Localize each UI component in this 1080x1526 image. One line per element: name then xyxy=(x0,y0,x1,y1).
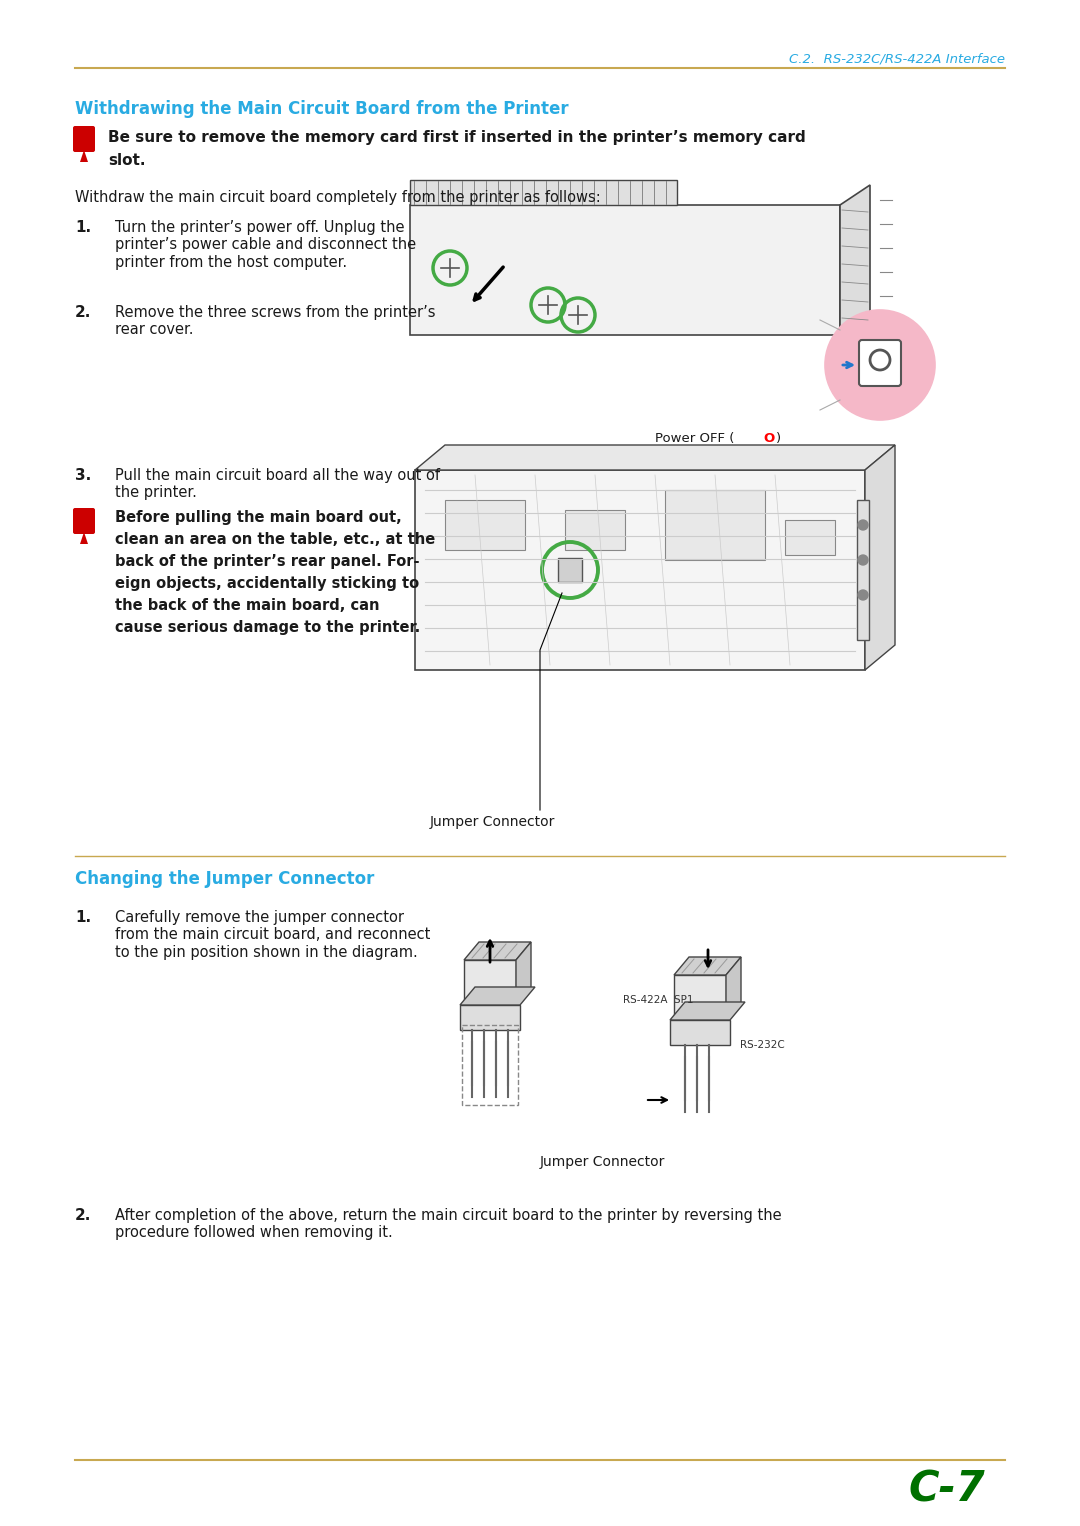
Polygon shape xyxy=(670,1003,745,1019)
Text: ): ) xyxy=(777,432,781,446)
Text: After completion of the above, return the main circuit board to the printer by r: After completion of the above, return th… xyxy=(114,1209,782,1241)
Text: Withdrawing the Main Circuit Board from the Printer: Withdrawing the Main Circuit Board from … xyxy=(75,101,569,118)
FancyBboxPatch shape xyxy=(73,508,95,534)
Circle shape xyxy=(825,310,935,420)
Text: Jumper Connector: Jumper Connector xyxy=(540,1155,665,1169)
FancyBboxPatch shape xyxy=(859,340,901,386)
Text: C.2.  RS-232C/RS-422A Interface: C.2. RS-232C/RS-422A Interface xyxy=(789,52,1005,66)
FancyBboxPatch shape xyxy=(73,127,95,153)
Text: Remove the three screws from the printer’s
rear cover.: Remove the three screws from the printer… xyxy=(114,305,435,337)
Text: 1.: 1. xyxy=(75,909,91,925)
Text: Changing the Jumper Connector: Changing the Jumper Connector xyxy=(75,870,375,888)
FancyBboxPatch shape xyxy=(670,1019,730,1045)
Text: slot.: slot. xyxy=(108,153,146,168)
FancyBboxPatch shape xyxy=(415,470,865,670)
Text: Withdraw the main circuit board completely from the printer as follows:: Withdraw the main circuit board complete… xyxy=(75,191,600,204)
Text: Turn the printer’s power off. Unplug the
printer’s power cable and disconnect th: Turn the printer’s power off. Unplug the… xyxy=(114,220,416,270)
Circle shape xyxy=(858,555,868,565)
FancyBboxPatch shape xyxy=(785,520,835,555)
Text: clean an area on the table, etc., at the: clean an area on the table, etc., at the xyxy=(114,533,435,546)
Text: Power OFF (: Power OFF ( xyxy=(654,432,734,446)
Circle shape xyxy=(858,520,868,530)
Polygon shape xyxy=(840,185,870,336)
Text: 3.: 3. xyxy=(75,468,91,484)
Polygon shape xyxy=(80,150,87,162)
FancyBboxPatch shape xyxy=(665,490,765,560)
Text: 2.: 2. xyxy=(75,305,92,320)
Text: RS-422A  SP1: RS-422A SP1 xyxy=(623,995,693,1006)
FancyBboxPatch shape xyxy=(565,510,625,549)
Polygon shape xyxy=(674,957,741,975)
Text: RS-232C: RS-232C xyxy=(740,1041,785,1050)
Polygon shape xyxy=(415,446,895,470)
Text: 1.: 1. xyxy=(75,220,91,235)
Text: Be sure to remove the memory card first if inserted in the printer’s memory card: Be sure to remove the memory card first … xyxy=(108,130,806,145)
Text: Carefully remove the jumper connector
from the main circuit board, and reconnect: Carefully remove the jumper connector fr… xyxy=(114,909,430,960)
Polygon shape xyxy=(80,533,87,543)
Circle shape xyxy=(858,591,868,600)
Polygon shape xyxy=(865,446,895,670)
Text: 2.: 2. xyxy=(75,1209,92,1222)
FancyBboxPatch shape xyxy=(558,559,582,581)
Text: Pull the main circuit board all the way out of
the printer.: Pull the main circuit board all the way … xyxy=(114,468,440,501)
FancyBboxPatch shape xyxy=(464,960,516,1006)
Polygon shape xyxy=(516,942,531,1006)
Text: back of the printer’s rear panel. For-: back of the printer’s rear panel. For- xyxy=(114,554,419,569)
Text: Jumper Connector: Jumper Connector xyxy=(430,815,555,829)
Text: C-7: C-7 xyxy=(908,1468,985,1511)
FancyBboxPatch shape xyxy=(674,975,726,1019)
FancyBboxPatch shape xyxy=(445,501,525,549)
Text: eign objects, accidentally sticking to: eign objects, accidentally sticking to xyxy=(114,575,419,591)
Text: O: O xyxy=(762,432,774,446)
Text: the back of the main board, can: the back of the main board, can xyxy=(114,598,379,613)
Polygon shape xyxy=(464,942,531,960)
Polygon shape xyxy=(460,987,535,1006)
FancyBboxPatch shape xyxy=(460,1006,519,1030)
Polygon shape xyxy=(726,957,741,1019)
FancyBboxPatch shape xyxy=(410,204,840,336)
Text: cause serious damage to the printer.: cause serious damage to the printer. xyxy=(114,620,420,635)
FancyBboxPatch shape xyxy=(858,501,869,639)
FancyBboxPatch shape xyxy=(410,180,676,204)
Text: Before pulling the main board out,: Before pulling the main board out, xyxy=(114,510,402,525)
